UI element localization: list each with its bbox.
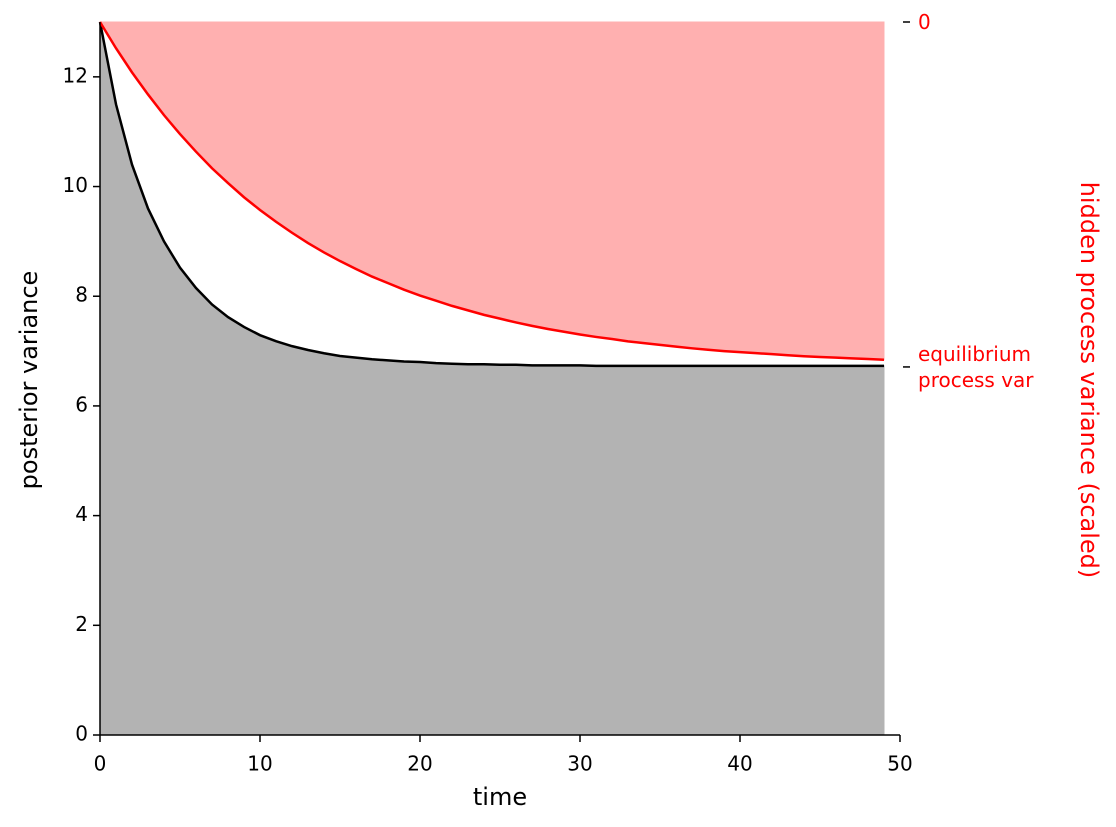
- x-axis-label: time: [473, 783, 527, 811]
- line: [98, 21, 885, 361]
- y-tick-label: 0: [75, 722, 88, 746]
- x-tick-label: 20: [407, 752, 432, 776]
- x-tick-label: 40: [727, 752, 752, 776]
- line: [98, 21, 884, 368]
- y-tick-label: 4: [75, 502, 88, 526]
- y-tick-label: 10: [63, 173, 88, 197]
- x-tick-label: 0: [94, 752, 107, 776]
- y-tick-label: 12: [63, 63, 88, 87]
- y-tick-label: 2: [75, 612, 88, 636]
- y2-tick-label: 0: [918, 10, 931, 34]
- y-tick-label: 8: [75, 283, 88, 307]
- x-tick-label: 10: [247, 752, 272, 776]
- x-tick-label: 50: [887, 752, 912, 776]
- x-tick-label: 30: [567, 752, 592, 776]
- y-axis-label: posterior variance: [15, 271, 43, 490]
- y2-tick-label: equilibrium process var: [918, 341, 1034, 392]
- y2-axis-label: hidden process variance (scaled): [1075, 182, 1103, 579]
- y-tick-label: 6: [75, 392, 88, 416]
